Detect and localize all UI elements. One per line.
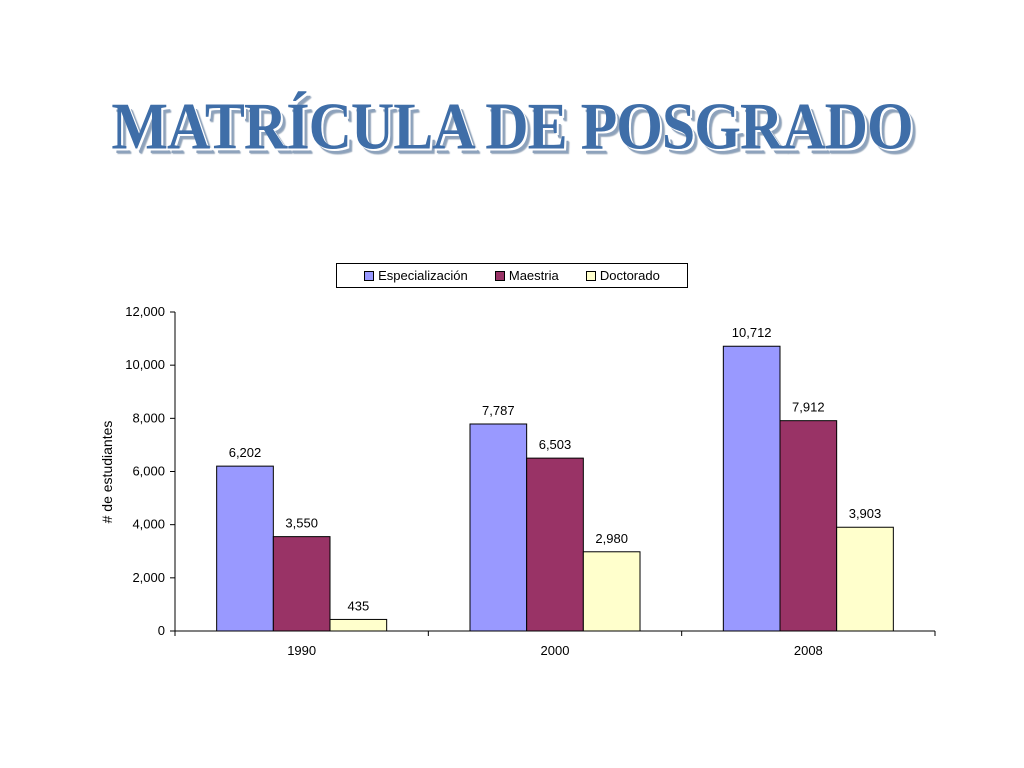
- bar: [526, 457, 584, 632]
- bar: [329, 618, 388, 632]
- bar-value-label: 2,980: [595, 531, 628, 546]
- y-axis-title: # de estudiantes: [99, 421, 115, 524]
- bar: [216, 465, 274, 632]
- bar-value-label: 435: [347, 598, 369, 613]
- bar-value-label: 10,712: [732, 325, 772, 340]
- y-tick-label: 4,000: [132, 517, 165, 532]
- legend-label-maestria: Maestria: [508, 268, 559, 283]
- bar-value-label: 6,503: [539, 437, 572, 452]
- y-tick-label: 10,000: [125, 357, 165, 372]
- bar-value-label: 7,787: [482, 403, 515, 418]
- bar: [722, 345, 781, 632]
- legend-swatch-maestria: [494, 270, 505, 281]
- legend-label-especializacion: Especialización: [378, 268, 468, 283]
- y-tick-label: 0: [158, 623, 165, 638]
- legend-swatch-especializacion: [364, 270, 375, 281]
- chart-legend: Especialización Maestria Doctorado: [336, 263, 688, 288]
- slide-title: MATRÍCULA DE POSGRADO: [111, 89, 913, 164]
- legend-item-doctorado: Doctorado: [585, 268, 660, 283]
- legend-swatch-doctorado: [585, 270, 596, 281]
- bar-value-label: 3,550: [285, 516, 318, 531]
- bar: [836, 526, 894, 632]
- legend-item-especializacion: Especialización: [364, 268, 468, 283]
- y-tick-label: 8,000: [132, 410, 165, 425]
- bar: [779, 420, 838, 632]
- bar: [272, 536, 331, 632]
- bar-value-label: 7,912: [792, 400, 825, 415]
- y-tick-label: 12,000: [125, 304, 165, 319]
- bar: [582, 551, 641, 632]
- legend-item-maestria: Maestria: [494, 268, 559, 283]
- bar-value-label: 6,202: [229, 445, 262, 460]
- bar-value-label: 3,903: [849, 506, 882, 521]
- y-tick-label: 6,000: [132, 464, 165, 479]
- x-tick-label: 1990: [287, 643, 316, 658]
- x-tick-label: 2008: [794, 643, 823, 658]
- y-tick-label: 2,000: [132, 570, 165, 585]
- legend-label-doctorado: Doctorado: [599, 268, 660, 283]
- bar: [469, 423, 528, 632]
- x-tick-label: 2000: [541, 643, 570, 658]
